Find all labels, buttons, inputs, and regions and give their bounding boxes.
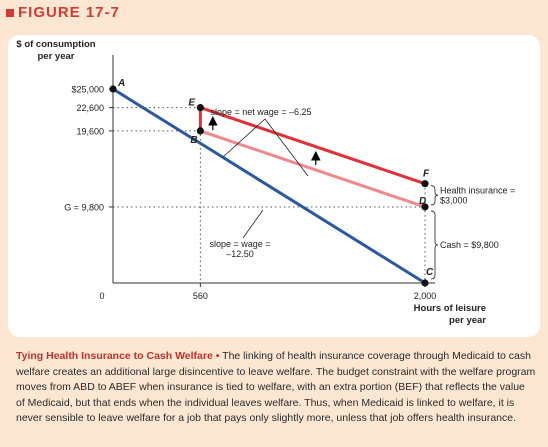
series-line-BEF <box>198 105 426 186</box>
caption-bullet: • <box>215 350 220 362</box>
point-label-D: D <box>419 196 426 207</box>
y-axis-title: $ of consumption <box>16 39 95 50</box>
series-lines <box>112 87 426 285</box>
annotations: slope = net wage = –6.25 slope = wage =–1… <box>208 107 515 280</box>
health-insurance-label: Health insurance = <box>440 185 515 195</box>
x-tick-label: 2,000 <box>414 291 437 301</box>
cash-brace <box>430 210 439 280</box>
y-axis-title: per year <box>38 51 75 62</box>
figure-label: FIGURE 17-7 <box>18 4 120 21</box>
point-C <box>421 279 429 287</box>
point-label-A: A <box>117 78 125 89</box>
y-tick-label: G = 9,800 <box>64 202 104 212</box>
wage-pointer <box>242 209 264 239</box>
health-insurance-value: $3,000 <box>440 195 468 205</box>
point-F <box>421 180 429 188</box>
series-line-ABC <box>112 87 426 285</box>
y-tick-label: 19,600 <box>76 126 104 136</box>
point-label-E: E <box>188 98 195 109</box>
figure-caption: Tying Health Insurance to Cash Welfare •… <box>16 349 536 427</box>
health-insurance-brace <box>430 185 439 206</box>
y-tick-label: 22,600 <box>76 103 104 113</box>
point-D <box>421 203 429 211</box>
point-label-C: C <box>426 267 434 278</box>
figure-marker <box>6 9 14 17</box>
cash-label: Cash = $9,800 <box>440 240 499 250</box>
y-tick-label: $25,000 <box>71 85 104 95</box>
point-A <box>109 85 117 93</box>
x-axis-title: per year <box>449 315 486 326</box>
x-axis-title: Hours of leisure <box>414 303 486 314</box>
net-wage-pointer-2 <box>264 118 309 177</box>
figure-header: FIGURE 17-7 <box>0 0 548 30</box>
caption-body: The linking of health insurance coverage… <box>16 350 536 425</box>
point-B <box>196 127 204 135</box>
wage-slope-label: slope = wage = <box>209 239 270 249</box>
data-points: A B C D E F <box>109 78 434 287</box>
series-line-BD <box>199 129 426 209</box>
net-wage-pointer-1 <box>222 118 266 158</box>
wage-slope-value: –12.50 <box>226 249 254 259</box>
guide-lines <box>113 107 426 283</box>
point-E <box>196 104 204 112</box>
x-tick-label: 560 <box>193 291 208 301</box>
x-tick-label: 0 <box>99 291 104 301</box>
caption-title: Tying Health Insurance to Cash Welfare <box>16 350 213 362</box>
point-label-F: F <box>423 169 430 180</box>
net-wage-slope-label: slope = net wage = –6.25 <box>210 107 311 117</box>
point-label-B: B <box>190 135 197 146</box>
